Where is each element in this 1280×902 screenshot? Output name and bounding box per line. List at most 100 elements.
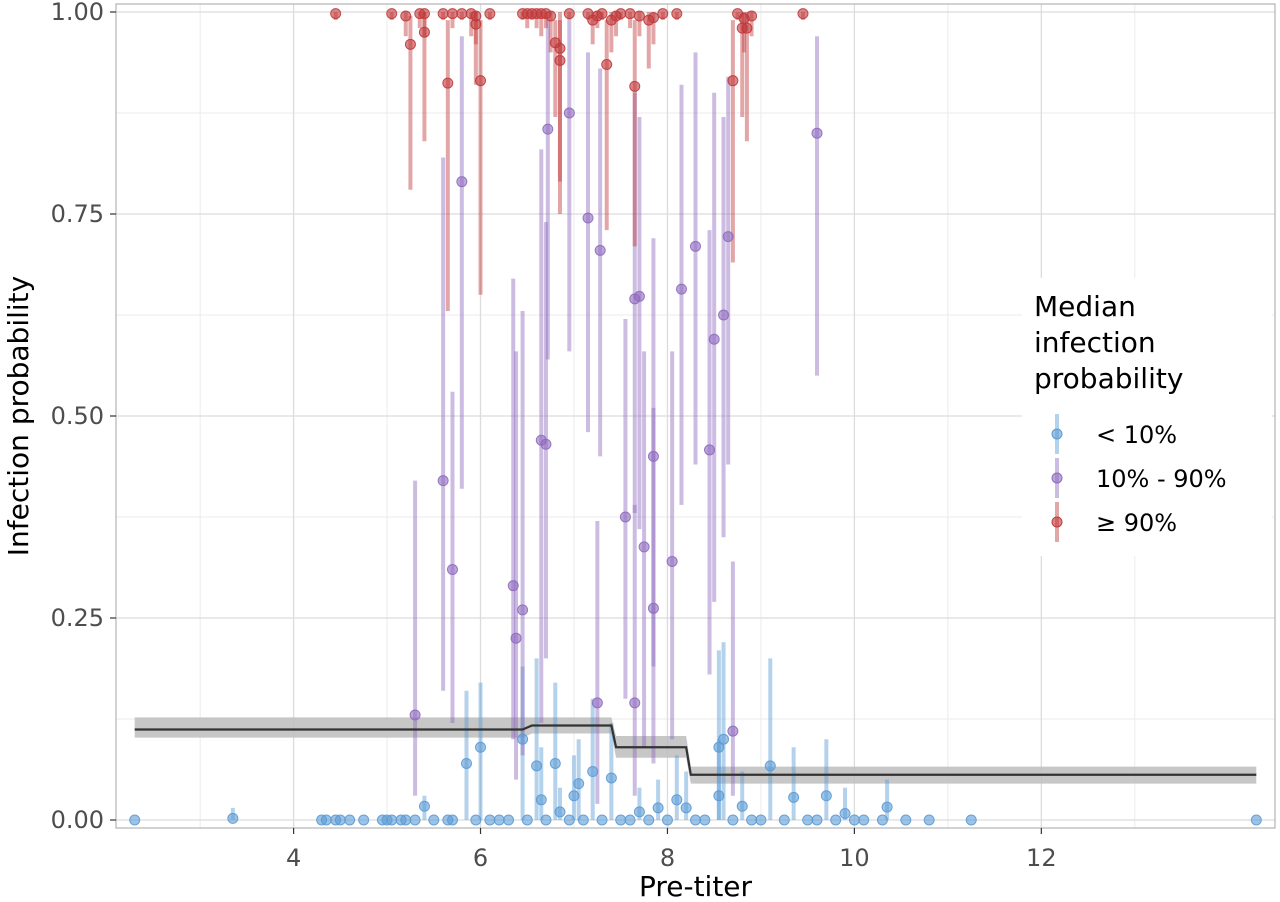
data-point: [554, 806, 566, 818]
x-tick-label: 4: [286, 844, 301, 872]
legend-key-point: [1051, 516, 1063, 528]
data-point: [643, 814, 655, 826]
data-point: [507, 580, 519, 592]
data-point: [573, 778, 585, 790]
data-point: [741, 22, 753, 34]
data-point: [510, 632, 522, 644]
data-point: [129, 814, 141, 826]
data-point: [461, 757, 473, 769]
data-point: [554, 42, 566, 54]
y-tick-label: 1.00: [51, 0, 104, 26]
data-point: [446, 8, 458, 20]
legend-label: < 10%: [1096, 421, 1177, 449]
legend-label: ≥ 90%: [1096, 509, 1177, 537]
x-tick-label: 6: [473, 844, 488, 872]
legend-key-point: [1051, 472, 1063, 484]
data-point: [542, 123, 554, 135]
data-point: [456, 8, 468, 20]
y-axis-title: Infection probability: [2, 276, 35, 556]
data-point: [563, 107, 575, 119]
data-point: [811, 127, 823, 139]
step-band: [134, 717, 1257, 784]
data-point: [517, 604, 529, 616]
y-tick-label: 0.50: [51, 402, 104, 430]
data-point: [633, 806, 645, 818]
data-point: [624, 8, 636, 20]
data-point: [699, 814, 711, 826]
x-tick-label: 10: [839, 844, 870, 872]
data-point: [629, 80, 641, 92]
data-point: [876, 814, 888, 826]
data-point: [400, 10, 412, 22]
data-point: [577, 814, 589, 826]
legend-title-line: Median: [1034, 290, 1136, 323]
data-point: [521, 814, 533, 826]
data-point: [596, 814, 608, 826]
data-point: [858, 814, 870, 826]
data-point: [470, 814, 482, 826]
data-point: [718, 733, 730, 745]
data-point: [582, 212, 594, 224]
data-point: [788, 791, 800, 803]
data-point: [442, 77, 454, 89]
legend-title-line: infection: [1034, 326, 1156, 359]
data-point: [330, 8, 342, 20]
data-point: [722, 231, 734, 243]
data-point: [400, 814, 412, 826]
legend-label: 10% - 90%: [1096, 465, 1227, 493]
data-point: [736, 800, 748, 812]
y-axis-ticks: 0.00 0.25 0.50 0.75 1.00: [51, 0, 116, 834]
data-point: [881, 801, 893, 813]
legend-title-line: probability: [1034, 362, 1183, 395]
data-point: [484, 8, 496, 20]
data-point: [704, 444, 716, 456]
data-point: [811, 814, 823, 826]
data-point: [638, 541, 650, 553]
legend-background: [1022, 278, 1272, 556]
data-point: [661, 814, 673, 826]
data-point: [591, 697, 603, 709]
data-point: [713, 790, 725, 802]
data-point: [746, 10, 758, 22]
data-point: [568, 790, 580, 802]
data-point: [484, 814, 496, 826]
data-point: [437, 8, 449, 20]
data-point: [475, 741, 487, 753]
data-point: [446, 814, 458, 826]
data-point: [666, 555, 678, 567]
data-point: [848, 814, 860, 826]
data-point: [671, 8, 683, 20]
data-point: [545, 10, 557, 22]
data-point: [493, 814, 505, 826]
data-point: [900, 814, 912, 826]
data-point: [418, 26, 430, 38]
data-point: [540, 438, 552, 450]
data-point: [727, 75, 739, 87]
data-point: [404, 38, 416, 50]
data-point: [386, 814, 398, 826]
data-point: [554, 54, 566, 66]
data-point: [386, 8, 398, 20]
data-point: [624, 814, 636, 826]
data-point: [409, 709, 421, 721]
data-point: [690, 814, 701, 826]
data-point: [727, 814, 739, 826]
data-points: [129, 8, 1262, 826]
data-point: [633, 10, 645, 22]
step-line-path: [134, 724, 1257, 776]
data-point: [615, 814, 627, 826]
data-point: [320, 814, 332, 826]
data-point: [718, 309, 730, 321]
data-point: [680, 802, 692, 814]
step-line: [134, 724, 1257, 776]
data-point: [633, 290, 645, 302]
data-point: [418, 800, 430, 812]
step-confidence-band: [134, 717, 1257, 784]
x-tick-label: 8: [660, 844, 675, 872]
data-point: [535, 794, 547, 806]
data-point: [596, 8, 608, 20]
data-point: [830, 814, 842, 826]
legend-key-point: [1051, 428, 1063, 440]
data-point: [1250, 814, 1262, 826]
y-tick-label: 0.75: [51, 200, 104, 228]
